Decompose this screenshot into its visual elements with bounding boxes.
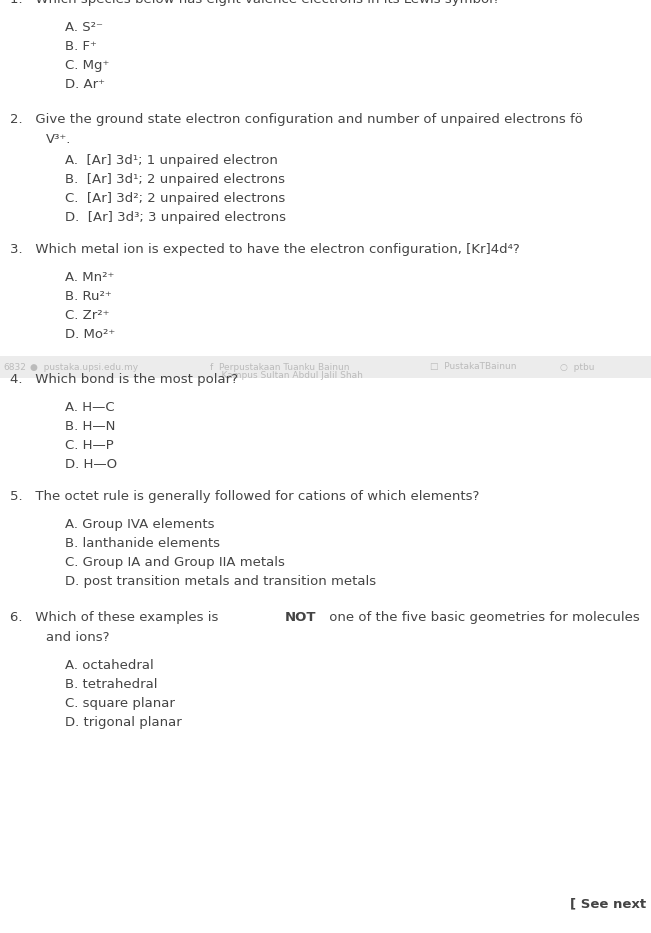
Text: 5.   The octet rule is generally followed for cations of which elements?: 5. The octet rule is generally followed … (10, 490, 479, 503)
Text: C.  [Ar] 3d²; 2 unpaired electrons: C. [Ar] 3d²; 2 unpaired electrons (65, 192, 285, 205)
Text: D. trigonal planar: D. trigonal planar (65, 716, 182, 729)
Text: B. tetrahedral: B. tetrahedral (65, 678, 158, 691)
Text: B. Ru²⁺: B. Ru²⁺ (65, 290, 112, 303)
Text: D. post transition metals and transition metals: D. post transition metals and transition… (65, 575, 376, 588)
Text: □  PustakaTBainun: □ PustakaTBainun (430, 363, 516, 371)
Text: and ions?: and ions? (46, 631, 109, 644)
Text: 6.   Which of these examples is: 6. Which of these examples is (10, 611, 223, 624)
Text: 2.   Give the ground state electron configuration and number of unpaired electro: 2. Give the ground state electron config… (10, 113, 583, 126)
Text: Kampus Sultan Abdul Jalil Shah: Kampus Sultan Abdul Jalil Shah (210, 370, 363, 380)
Text: NOT: NOT (284, 611, 316, 624)
Text: B.  [Ar] 3d¹; 2 unpaired electrons: B. [Ar] 3d¹; 2 unpaired electrons (65, 173, 285, 186)
Text: [ See next pag: [ See next pag (570, 898, 651, 911)
Text: C. Zr²⁺: C. Zr²⁺ (65, 309, 109, 322)
Text: B. F⁺: B. F⁺ (65, 40, 97, 53)
Text: ○  ptbu: ○ ptbu (560, 363, 594, 371)
Text: A. octahedral: A. octahedral (65, 659, 154, 672)
Text: f  Perpustakaan Tuanku Bainun: f Perpustakaan Tuanku Bainun (210, 363, 350, 371)
Text: D. Mo²⁺: D. Mo²⁺ (65, 328, 115, 341)
Text: 1.   Which species below has eight valence electrons in its Lewis symbol?: 1. Which species below has eight valence… (10, 0, 500, 6)
Text: A. H—C: A. H—C (65, 401, 115, 414)
Text: 6832: 6832 (3, 363, 26, 371)
Text: B. H—N: B. H—N (65, 420, 115, 433)
Text: C. square planar: C. square planar (65, 697, 175, 710)
Text: B. lanthanide elements: B. lanthanide elements (65, 537, 220, 550)
Text: A. S²⁻: A. S²⁻ (65, 21, 103, 34)
Text: A.  [Ar] 3d¹; 1 unpaired electron: A. [Ar] 3d¹; 1 unpaired electron (65, 154, 278, 167)
Text: C. H—P: C. H—P (65, 439, 114, 452)
Text: D. H—O: D. H—O (65, 458, 117, 471)
Bar (0, 356, 651, 378)
Text: A. Mn²⁺: A. Mn²⁺ (65, 271, 115, 284)
Text: V³⁺.: V³⁺. (46, 133, 72, 146)
Text: C. Group IA and Group IIA metals: C. Group IA and Group IIA metals (65, 556, 285, 569)
Text: D.  [Ar] 3d³; 3 unpaired electrons: D. [Ar] 3d³; 3 unpaired electrons (65, 211, 286, 224)
Text: A. Group IVA elements: A. Group IVA elements (65, 518, 214, 531)
Text: C. Mg⁺: C. Mg⁺ (65, 59, 109, 72)
Text: one of the five basic geometries for molecules: one of the five basic geometries for mol… (325, 611, 640, 624)
Text: ●  pustaka.upsi.edu.my: ● pustaka.upsi.edu.my (30, 363, 138, 371)
Text: D. Ar⁺: D. Ar⁺ (65, 78, 105, 91)
Text: 3.   Which metal ion is expected to have the electron configuration, [Kr]4d⁴?: 3. Which metal ion is expected to have t… (10, 243, 519, 256)
Text: 4.   Which bond is the most polar?: 4. Which bond is the most polar? (10, 373, 238, 386)
